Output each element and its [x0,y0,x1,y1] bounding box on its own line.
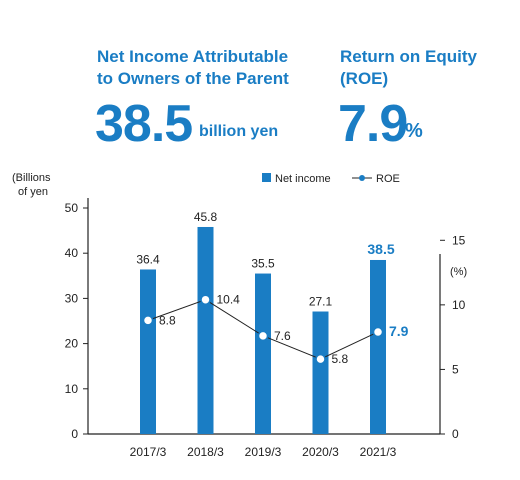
x-tick-label: 2019/3 [245,445,282,459]
left-axis-label-line2: of yen [18,186,48,198]
roe-value-label: 5.8 [332,352,349,366]
roe-point [200,294,211,305]
legend-bar-label: Net income [275,173,331,185]
net-income-unit: billion yen [199,123,279,140]
roe-title: Return on Equity (ROE) [340,46,477,90]
x-tick-label: 2021/3 [360,445,397,459]
bars [140,226,386,434]
net-income-title-line2: to Owners of the Parent [97,69,289,88]
roe-point [142,315,154,326]
net-income-value: 38.5 [95,95,193,153]
legend-bar-swatch [262,173,271,182]
roe-value-label: 7.9 [389,323,409,339]
right-tick-label: 5 [452,362,459,376]
right-tick-label: 10 [452,298,466,312]
roe-title-line1: Return on Equity [340,47,477,66]
roe-value-label: 8.8 [159,313,176,327]
roe-value-label: 7.6 [274,329,291,343]
bar [255,273,271,434]
bar-value-label: 35.5 [251,257,275,271]
axes: 0 10 20 30 40 50 0 5 10 15 2017/3 2018/3 2019/3 2020/… [65,198,466,459]
roe-value-label: 10.4 [217,293,241,307]
x-tick-label: 2017/3 [130,445,167,459]
left-tick-label: 10 [65,382,79,396]
x-tick-label: 2018/3 [187,445,224,459]
left-tick-label: 50 [65,201,79,215]
right-axis-label: (%) [450,266,467,278]
net-income-title: Net Income Attributable to Owners of the… [97,46,289,90]
bar-value-label: 27.1 [309,295,333,309]
data-labels: 36.4 45.8 35.5 27.1 38.5 8.8 10.4 7.6 5.8 7.9 [136,210,408,366]
legend: Net income ROE [262,173,400,185]
x-tick-label: 2020/3 [302,445,339,459]
legend-line-label: ROE [376,173,400,185]
roe-unit: % [405,120,423,142]
bar [370,259,386,434]
roe-value: 7.9 [338,95,408,153]
right-tick-label: 15 [452,233,466,247]
bar [140,269,156,434]
bar [312,311,329,434]
roe-title-line2: (ROE) [340,69,389,88]
left-tick-label: 40 [65,246,79,260]
net-income-title-line1: Net Income Attributable [97,47,289,66]
bar-value-label: 36.4 [136,252,160,266]
bar-value-label: 38.5 [367,241,394,257]
roe-point [372,326,384,338]
legend-line-marker [359,175,365,181]
left-axis-label-line1: (Billions [12,172,51,184]
bar-value-label: 45.8 [194,210,218,224]
bar [197,226,214,434]
roe-line [142,294,384,365]
left-tick-label: 30 [65,291,79,305]
left-tick-label: 20 [65,337,79,351]
roe-point [257,330,269,342]
left-tick-label: 0 [71,427,78,441]
roe-point [315,353,326,365]
right-tick-label: 0 [452,427,459,441]
